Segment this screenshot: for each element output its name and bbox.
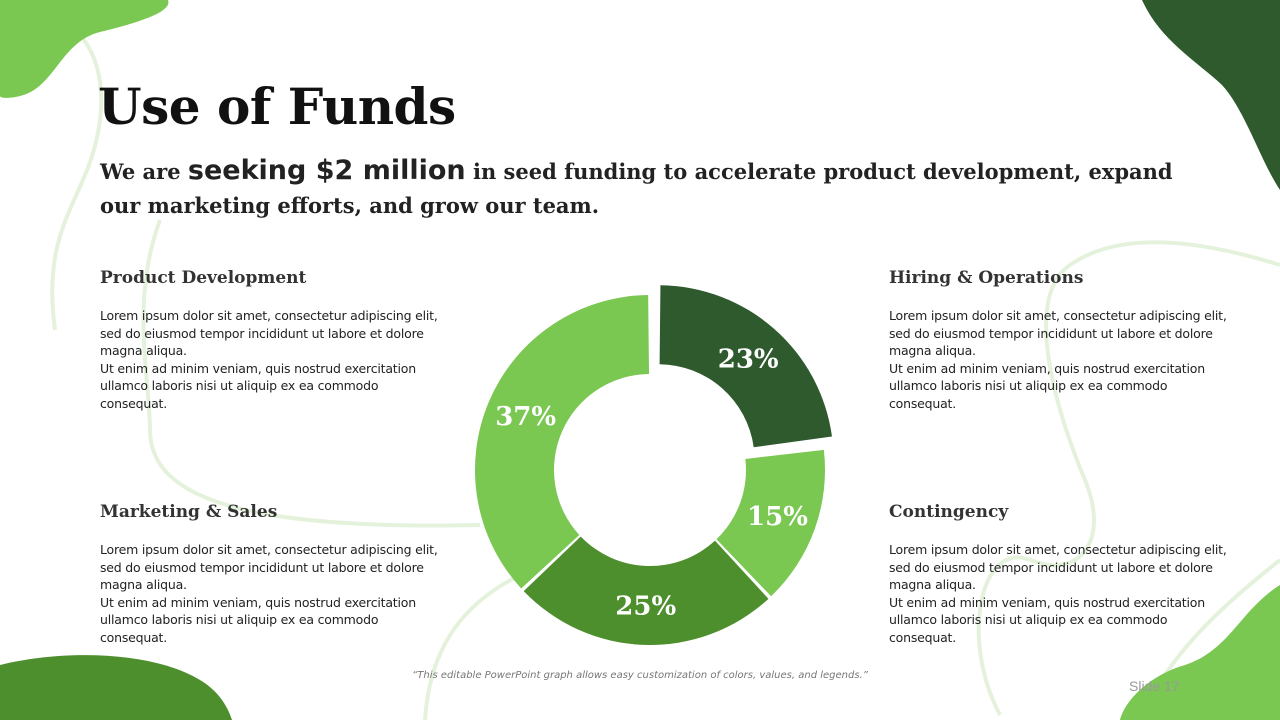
product-development-body: Lorem ipsum dolor sit amet, consectetur … — [100, 308, 438, 411]
decorative-curve — [976, 240, 1280, 716]
donut-label-2: 25% — [615, 591, 676, 621]
chart-caption: “This editable PowerPoint graph allows e… — [412, 670, 868, 681]
contingency-body: Lorem ipsum dolor sit amet, consectetur … — [889, 542, 1227, 645]
subtitle-lead: We are — [100, 159, 188, 184]
hiring-operations-section: Hiring & Operations Lorem ipsum dolor si… — [889, 267, 1229, 412]
top-left-blob — [0, 0, 169, 98]
product-development-section: Product Development Lorem ipsum dolor si… — [100, 267, 440, 412]
top-right-blob — [1142, 0, 1280, 190]
donut-label-1: 15% — [747, 502, 808, 532]
contingency-section: Contingency Lorem ipsum dolor sit amet, … — [889, 501, 1229, 646]
marketing-sales-section: Marketing & Sales Lorem ipsum dolor sit … — [100, 501, 440, 646]
bottom-left-blob — [0, 655, 232, 720]
donut-slice-23 — [659, 285, 832, 448]
donut-slice-25 — [523, 536, 769, 645]
bottom-right-blob — [1120, 585, 1280, 720]
subtitle-emphasis: seeking $2 million — [187, 155, 466, 186]
slide-number: Slide 17 — [1129, 678, 1180, 694]
donut-slice-37 — [475, 295, 649, 589]
slide-subtitle: We are seeking $2 million in seed fundin… — [100, 154, 1200, 223]
hiring-operations-body: Lorem ipsum dolor sit amet, consectetur … — [889, 308, 1227, 411]
product-development-heading: Product Development — [100, 268, 307, 288]
hiring-operations-heading: Hiring & Operations — [889, 268, 1084, 288]
subtitle-rest: in seed funding to accelerate product de… — [100, 159, 1173, 218]
decorative-curve — [141, 219, 481, 528]
use-of-funds-donut-chart: 23% 15% 25% 37% — [475, 285, 832, 645]
donut-label-3: 37% — [495, 402, 556, 432]
donut-slice-15 — [716, 449, 825, 597]
marketing-sales-heading: Marketing & Sales — [100, 502, 278, 522]
slide-title: Use of Funds — [98, 77, 456, 136]
decorative-curve — [423, 573, 521, 720]
donut-label-0: 23% — [718, 345, 779, 375]
contingency-heading: Contingency — [889, 502, 1009, 522]
marketing-sales-body: Lorem ipsum dolor sit amet, consectetur … — [100, 542, 438, 645]
